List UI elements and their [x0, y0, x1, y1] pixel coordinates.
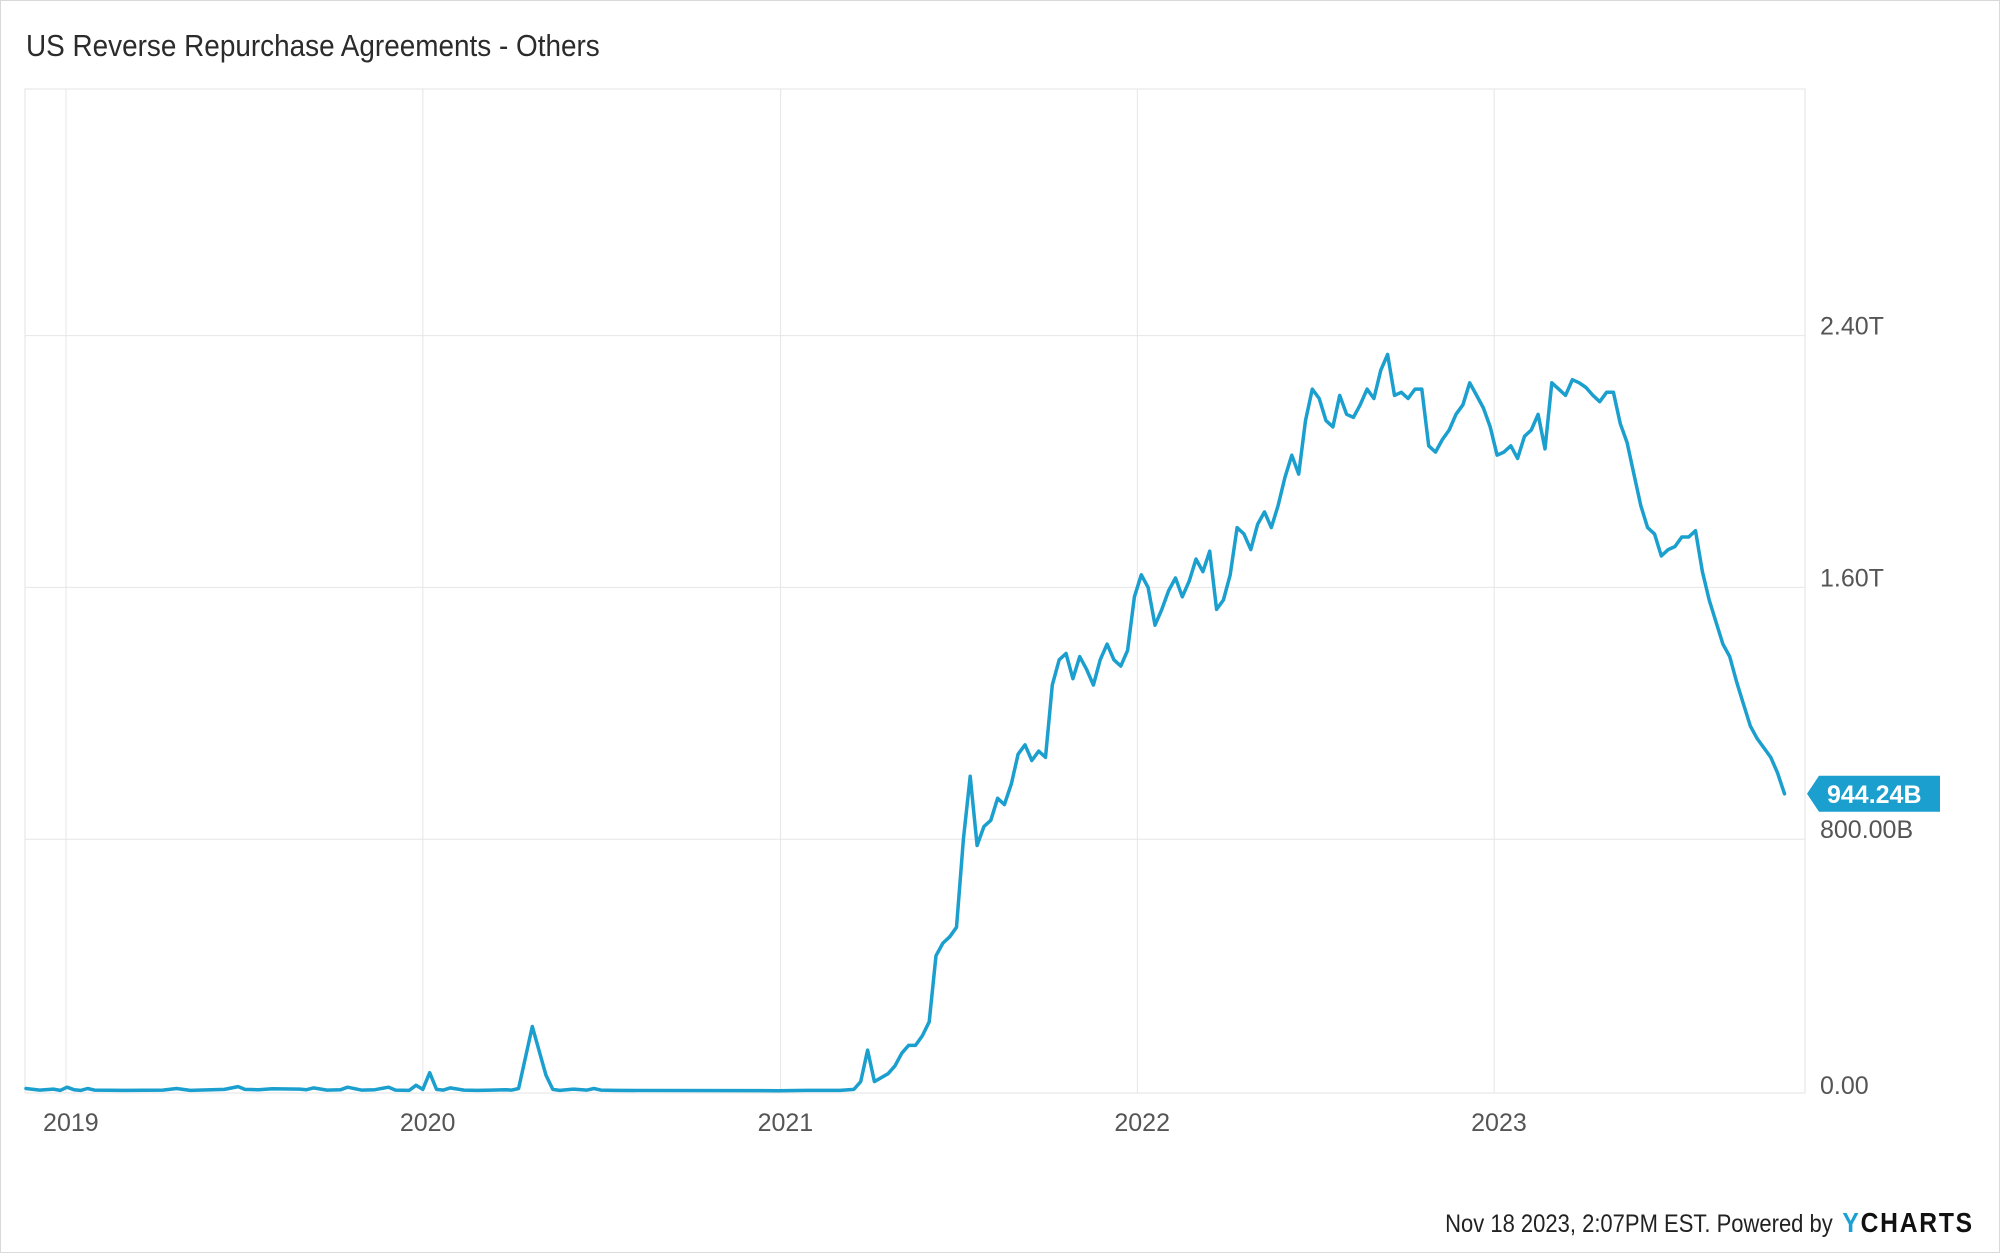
plot-area [24, 88, 1806, 1094]
chart-title: US Reverse Repurchase Agreements - Other… [26, 28, 600, 63]
footer-timestamp: Nov 18 2023, 2:07PM EST. Powered by [1445, 1210, 1833, 1238]
y-axis-ticks: 0.00 800.00B 1.60T 2.40T [1820, 313, 1913, 1100]
x-tick-label: 2019 [43, 1109, 99, 1137]
y-tick-label: 800.00B [1820, 816, 1913, 844]
y-tick-label: 1.60T [1820, 564, 1884, 592]
x-axis-ticks: 2019 2020 2021 2022 2023 [43, 1109, 1527, 1137]
last-value-label: 944.24B [1827, 781, 1922, 809]
grid-lines [24, 88, 1806, 1094]
x-tick-label: 2023 [1471, 1109, 1527, 1137]
ycharts-logo-text: CHARTS [1860, 1207, 1974, 1238]
x-tick-label: 2022 [1114, 1109, 1170, 1137]
x-tick-label: 2021 [758, 1109, 814, 1137]
ycharts-logo[interactable]: YCHARTS [1843, 1207, 1974, 1238]
last-value-badge: 944.24B [1807, 775, 1940, 812]
ycharts-logo-y: Y [1842, 1207, 1861, 1238]
y-tick-label: 2.40T [1820, 313, 1884, 341]
chart-footer: Nov 18 2023, 2:07PM EST. Powered by YCHA… [1445, 1207, 1974, 1239]
series-group [24, 352, 1787, 1093]
x-tick-label: 2020 [400, 1109, 456, 1137]
series-line [24, 352, 1787, 1093]
y-tick-label: 0.00 [1820, 1072, 1869, 1100]
last-value-badge-shape [1807, 775, 1940, 812]
